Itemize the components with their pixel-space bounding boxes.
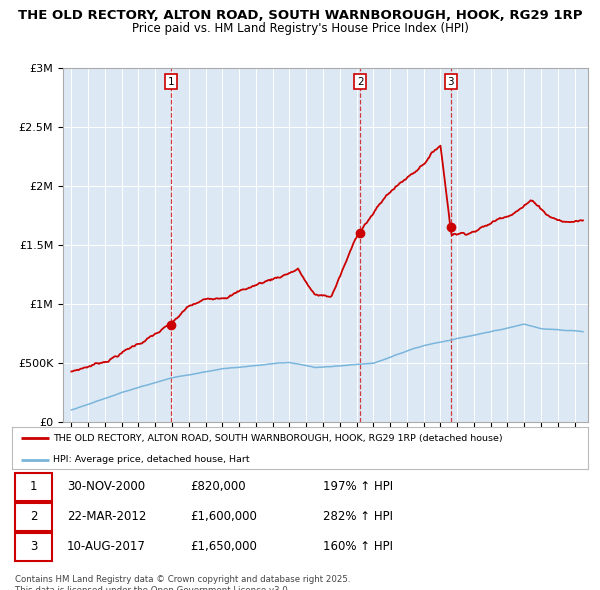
Text: 30-NOV-2000: 30-NOV-2000 [67,480,145,493]
Text: 1: 1 [30,480,37,493]
Text: £820,000: £820,000 [191,480,246,493]
Text: 2: 2 [30,510,37,523]
Text: THE OLD RECTORY, ALTON ROAD, SOUTH WARNBOROUGH, HOOK, RG29 1RP (detached house): THE OLD RECTORY, ALTON ROAD, SOUTH WARNB… [53,434,503,443]
Text: 3: 3 [30,540,37,553]
Text: 197% ↑ HPI: 197% ↑ HPI [323,480,393,493]
Text: Contains HM Land Registry data © Crown copyright and database right 2025.
This d: Contains HM Land Registry data © Crown c… [15,575,350,590]
Text: 10-AUG-2017: 10-AUG-2017 [67,540,146,553]
Text: 282% ↑ HPI: 282% ↑ HPI [323,510,393,523]
Text: 160% ↑ HPI: 160% ↑ HPI [323,540,393,553]
Text: 22-MAR-2012: 22-MAR-2012 [67,510,146,523]
Text: £1,650,000: £1,650,000 [191,540,257,553]
Text: 2: 2 [357,77,364,87]
Text: £1,600,000: £1,600,000 [191,510,257,523]
Text: 1: 1 [167,77,174,87]
Text: 3: 3 [448,77,454,87]
Text: HPI: Average price, detached house, Hart: HPI: Average price, detached house, Hart [53,455,250,464]
FancyBboxPatch shape [15,533,52,561]
FancyBboxPatch shape [15,503,52,531]
Text: THE OLD RECTORY, ALTON ROAD, SOUTH WARNBOROUGH, HOOK, RG29 1RP: THE OLD RECTORY, ALTON ROAD, SOUTH WARNB… [18,9,582,22]
FancyBboxPatch shape [15,473,52,501]
Text: Price paid vs. HM Land Registry's House Price Index (HPI): Price paid vs. HM Land Registry's House … [131,22,469,35]
